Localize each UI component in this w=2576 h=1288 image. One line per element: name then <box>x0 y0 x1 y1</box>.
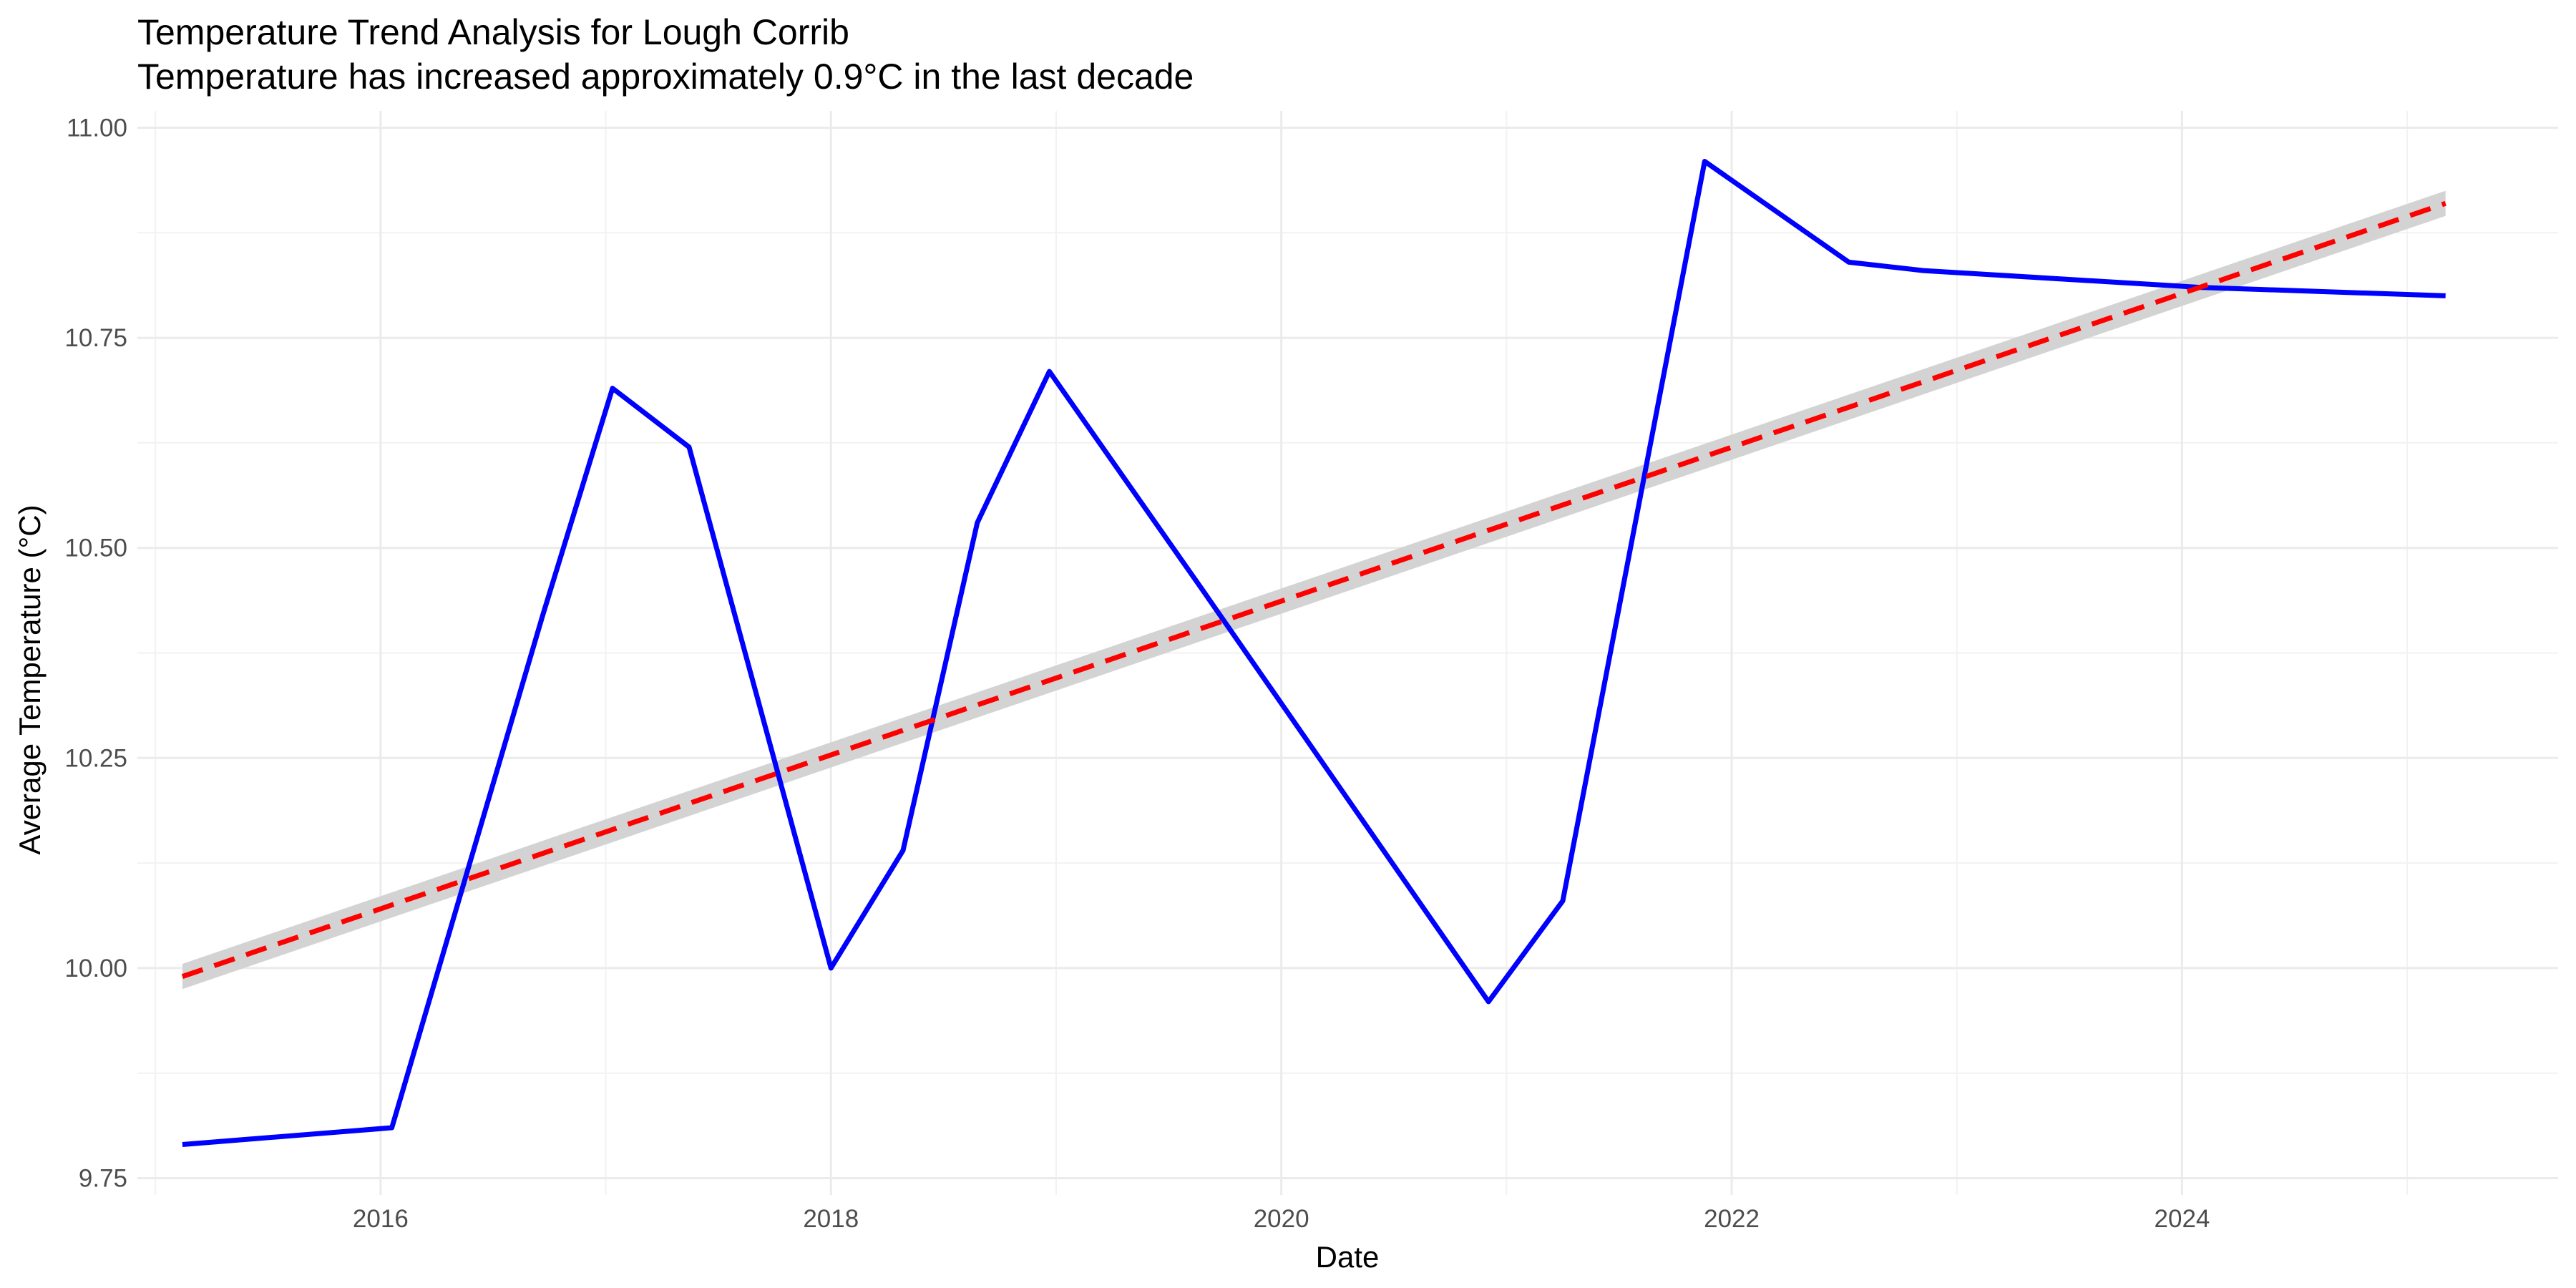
y-tick-label: 10.25 <box>64 744 127 772</box>
chart-title: Temperature Trend Analysis for Lough Cor… <box>137 12 849 52</box>
series-lines <box>181 159 2446 1147</box>
y-tick-label: 10.50 <box>64 535 127 562</box>
x-tick-label: 2020 <box>1254 1205 1309 1233</box>
trend-line <box>181 200 2446 980</box>
chart-subtitle: Temperature has increased approximately … <box>137 57 1194 97</box>
temperature-line <box>182 159 2446 1147</box>
x-tick-label: 2016 <box>353 1205 409 1233</box>
y-tick-label: 9.75 <box>79 1165 127 1193</box>
y-axis-title: Average Temperature (°C) <box>13 504 47 854</box>
grid-major <box>137 111 2558 1195</box>
y-tick-label: 10.75 <box>64 324 127 352</box>
x-tick-label: 2018 <box>803 1205 859 1233</box>
x-tick-label: 2022 <box>1704 1205 1760 1233</box>
y-tick-label: 11.00 <box>67 114 127 142</box>
y-axis-ticks: 9.75 10.00 10.25 10.50 10.75 11.00 <box>64 114 127 1192</box>
title-block: Temperature Trend Analysis for Lough Cor… <box>137 10 1194 99</box>
x-axis-ticks: 2016 2018 2020 2022 2024 <box>353 1205 2210 1233</box>
y-tick-label: 10.00 <box>64 955 127 982</box>
x-tick-label: 2024 <box>2155 1205 2210 1233</box>
x-axis-title: Date <box>1316 1240 1380 1274</box>
grid-minor <box>137 111 2558 1195</box>
